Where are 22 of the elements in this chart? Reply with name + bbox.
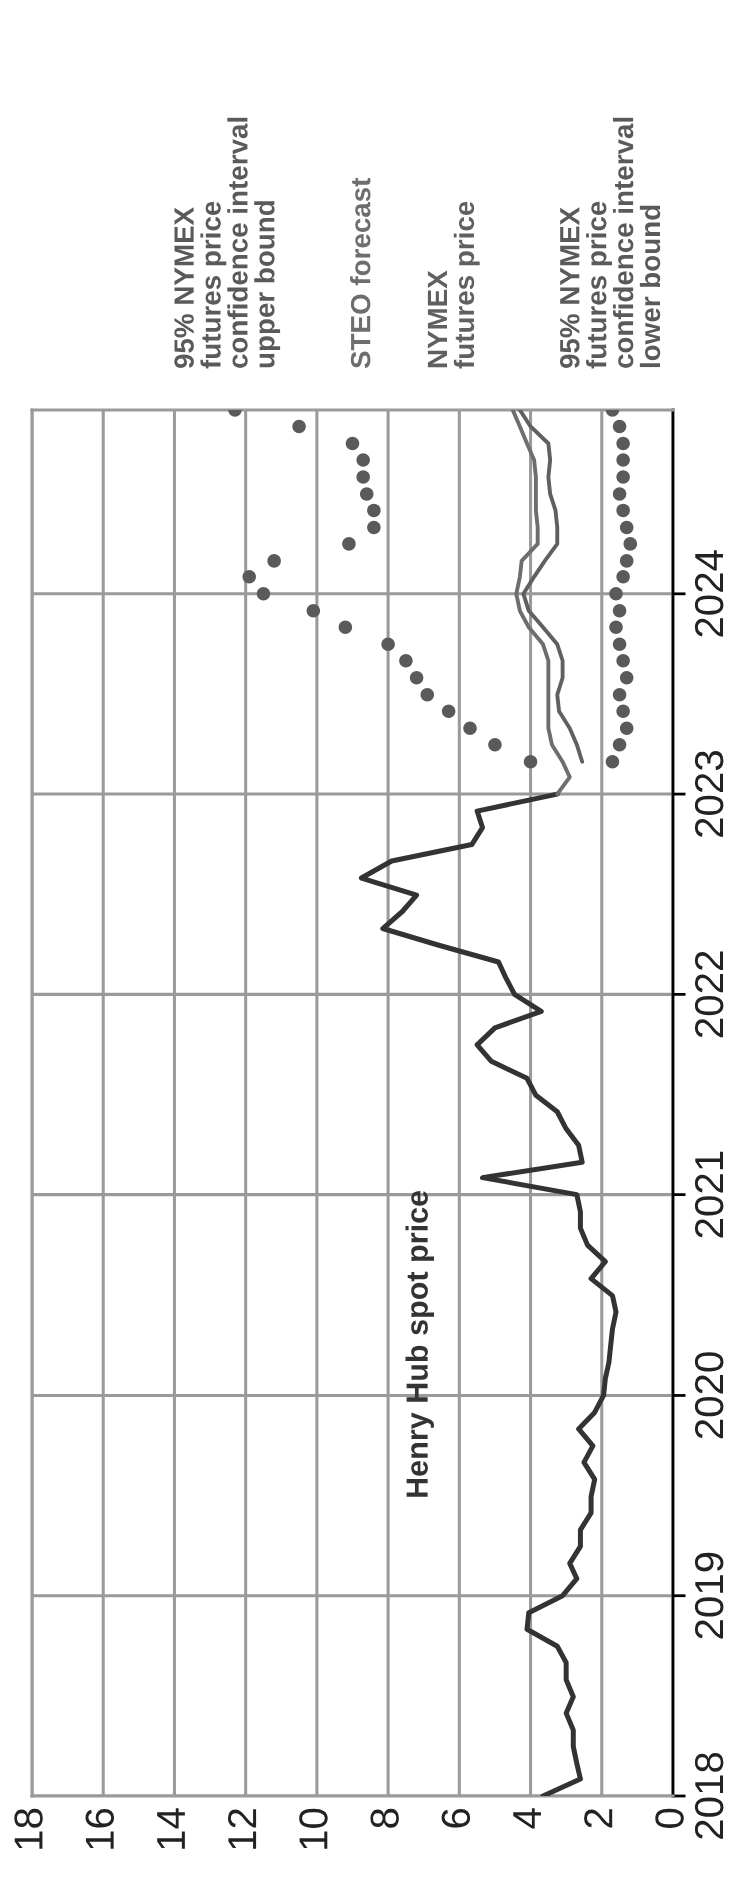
x-tick-label: 6	[441, 1808, 471, 1828]
x-tick-label: 18	[14, 1808, 43, 1849]
x-tick-label: 4	[513, 1808, 541, 1829]
x-tick-label: 8	[370, 1808, 399, 1828]
x-tick-label: 16	[85, 1808, 115, 1849]
y-tick-label: 2018	[694, 1752, 724, 1839]
text: 95% NYMEX futures price confidence interval lower bound	[559, 117, 661, 369]
y-tick-label: 2020	[694, 1352, 724, 1439]
text: Henry Hub spot price	[405, 1190, 434, 1497]
x-tick-label: 12	[227, 1809, 257, 1849]
y-tick-label: 2019	[694, 1552, 724, 1639]
y-tick-label: 2021	[694, 1151, 724, 1238]
text: 95% NYMEX futures price confidence interval upper bound	[174, 117, 281, 369]
x-tick-label: 14	[157, 1808, 185, 1849]
x-tick-label: 10	[299, 1808, 328, 1849]
x-tick-label: 2	[584, 1809, 613, 1828]
y-tick-label: 2024	[694, 550, 724, 637]
text: NYMEX futures price	[427, 201, 480, 369]
text: STEO forecast	[350, 177, 371, 369]
y-tick-label: 2023	[694, 751, 724, 837]
x-tick-label: 0	[655, 1808, 684, 1828]
y-tick-label: 2022	[694, 951, 724, 1038]
